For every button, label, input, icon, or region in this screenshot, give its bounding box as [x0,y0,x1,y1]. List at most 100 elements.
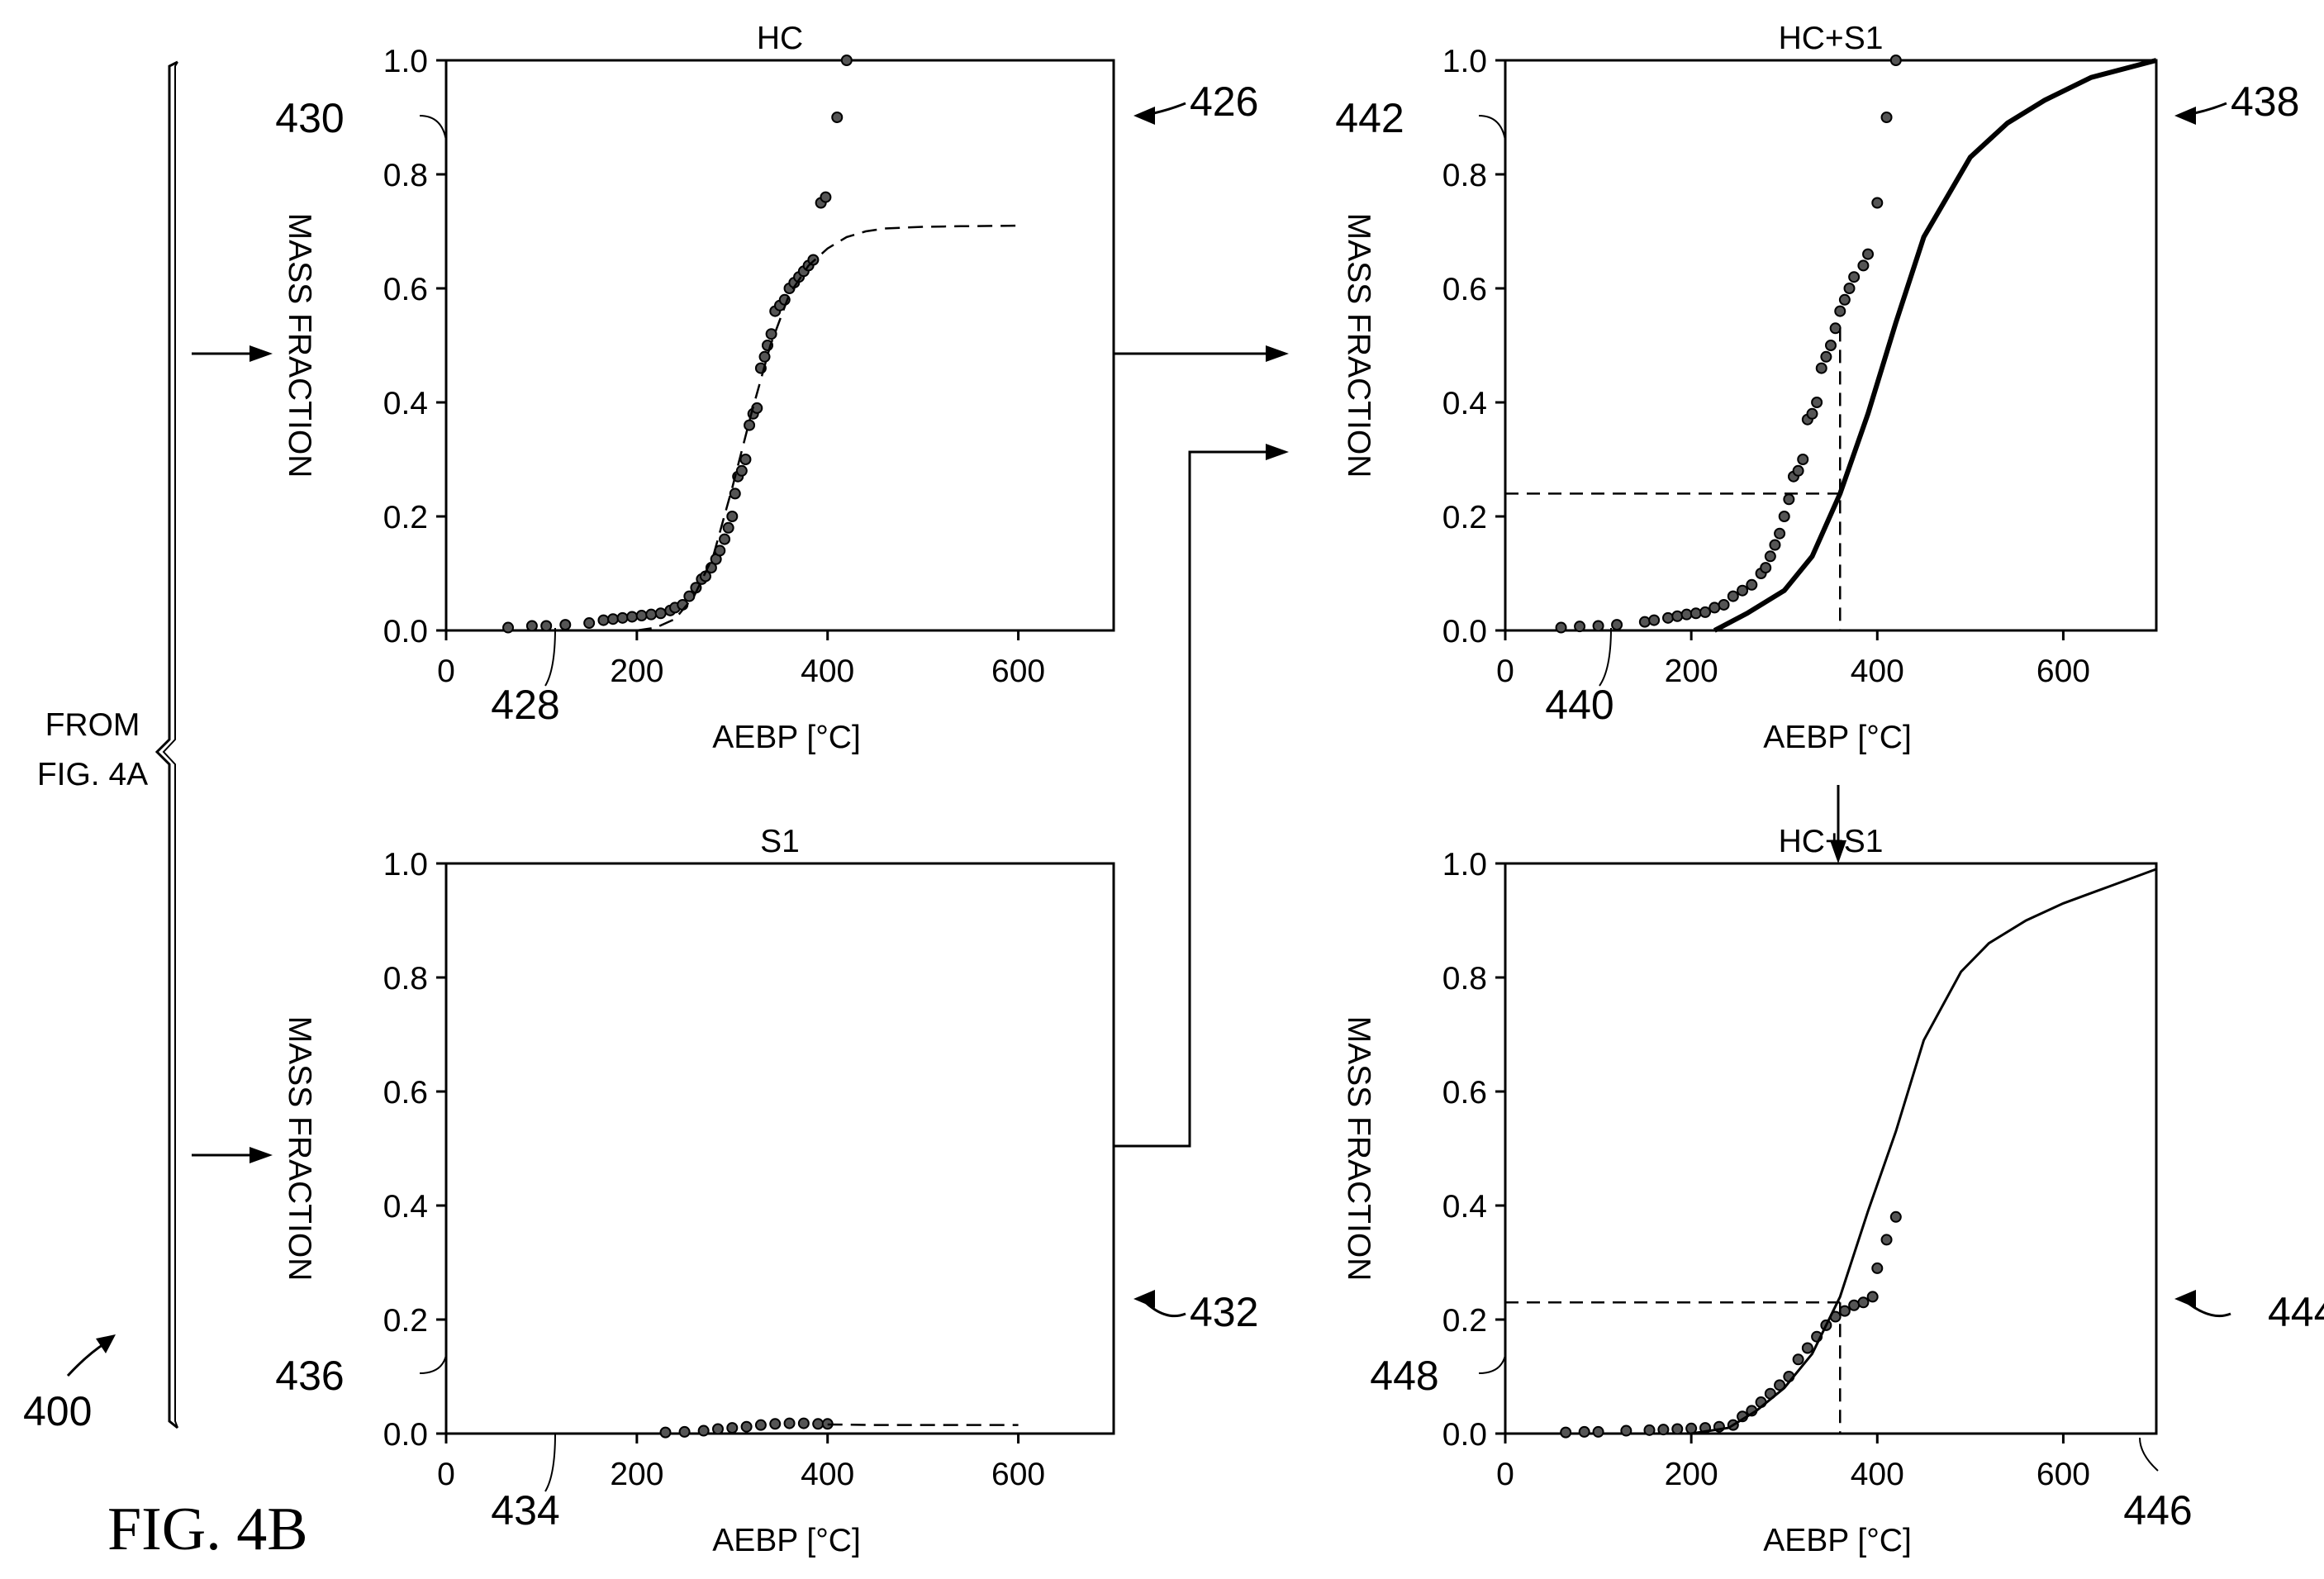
fit-curve-dashed [827,1423,1019,1426]
data-point [1760,562,1772,574]
chart-title: S1 [760,824,800,859]
figure-ref-400: 400 [23,1388,92,1434]
y-tick-label: 0.6 [383,272,428,307]
y-axis-label: MASS FRACTION [1341,1016,1376,1282]
arrow-s1-to-combined-head [1266,444,1289,460]
data-point [1671,610,1684,622]
data-point [683,590,696,602]
x-axis-label: AEBP [°C] [712,720,861,755]
data-point [1880,1234,1893,1246]
data-point [729,487,741,500]
y-axis-label: MASS FRACTION [282,213,317,478]
from-label-line2: FIG. 4A [37,757,148,792]
data-point [812,1418,825,1430]
data-point [765,328,777,340]
data-point [744,419,756,431]
y-tick-label: 0.6 [383,1075,428,1111]
data-point [1806,407,1818,420]
ref-label-chart: 432 [1190,1289,1258,1335]
data-point [583,617,596,630]
data-point [1820,350,1832,363]
plot-frame [444,862,1115,1435]
data-point [1555,621,1567,634]
left-brace [154,60,178,1429]
plot-frame [1504,59,2158,632]
figure-ref-400-arrow [66,1341,107,1377]
x-axis-label: AEBP [°C] [712,1523,861,1558]
data-point [1838,293,1851,306]
data-point [1834,305,1846,317]
figure-ref-400-arrow-head [96,1334,116,1353]
data-point [739,454,752,465]
data-point [1889,55,1902,66]
y-tick-label: 0.0 [383,614,428,649]
arrow-into-hc-head [250,345,273,362]
x-tick-label: 600 [991,654,1045,689]
data-point [1843,283,1856,294]
data-point [1699,606,1712,618]
data-point [1815,362,1827,374]
y-tick-label: 0.8 [383,961,428,996]
data-point [626,611,639,623]
data-point [1592,620,1604,632]
data-point [820,191,832,203]
data-point [831,112,844,123]
from-label-line1: FROM [45,707,140,743]
y-tick-label: 0.2 [383,1303,428,1339]
data-point [722,521,734,534]
ref-label-points: 434 [491,1487,559,1534]
ref-arrow-chart-head [2174,1290,2196,1308]
ref-arrow-chart-head [1133,1290,1155,1308]
y-tick-label: 1.0 [1442,44,1487,79]
data-point [559,619,572,631]
data-point [697,1424,710,1437]
data-point [758,350,771,363]
data-point [1889,1210,1902,1223]
y-tick-label: 0.6 [1442,272,1487,307]
ref-lead-curve [419,1354,447,1374]
y-tick-label: 1.0 [383,847,428,882]
y-tick-label: 0.2 [1442,500,1487,535]
data-point [1737,584,1749,597]
data-point [1825,340,1837,351]
ref-lead-curve [1478,1354,1506,1374]
ref-label-curve: 430 [275,95,344,141]
y-tick-label: 0.4 [1442,386,1487,421]
data-point [1560,1426,1572,1439]
data-point [1862,248,1875,260]
data-point [719,533,731,545]
x-tick-label: 600 [2036,654,2090,689]
x-tick-label: 400 [1851,1457,1904,1492]
chart-title: HC [757,21,803,56]
fit-curve [1690,868,2157,1435]
data-point [1690,607,1702,620]
left-brace-inner [162,61,178,1429]
chart-2: S1 0.0 0.2 0.4 0.6 0.8 1.0 0 200 400 600 AEBP [°C] M… [275,824,1258,1558]
x-tick-label: 400 [801,1457,854,1492]
y-axis-label: MASS FRACTION [282,1016,317,1282]
data-point [659,1426,672,1439]
data-point [1848,1299,1861,1311]
arrow-into-s1-head [250,1147,273,1163]
ref-label-chart: 444 [2268,1289,2324,1335]
ref-label-points: 440 [1545,682,1613,728]
plot-frame [444,59,1115,632]
y-tick-label: 0.2 [1442,1303,1487,1339]
ref-lead-curve [419,115,447,141]
data-point [769,1418,782,1430]
ref-lead-points [1599,627,1612,687]
ref-label-chart: 438 [2231,78,2299,125]
flow-layer: FROM FIG. 4A 400 FIG. 4B [23,60,1846,1563]
data-point [1792,464,1804,477]
ref-arrow-chart-head [2174,107,2196,125]
y-tick-label: 0.8 [1442,961,1487,996]
y-tick-label: 1.0 [383,44,428,79]
data-point [783,1417,796,1429]
y-tick-label: 0.4 [383,1189,428,1225]
chart-3: HC+S1 0.0 0.2 0.4 0.6 0.8 1.0 0 200 400 600 AEBP [°… [1335,21,2299,755]
data-point [1769,539,1781,551]
data-point [726,511,739,522]
data-point [1709,602,1721,614]
